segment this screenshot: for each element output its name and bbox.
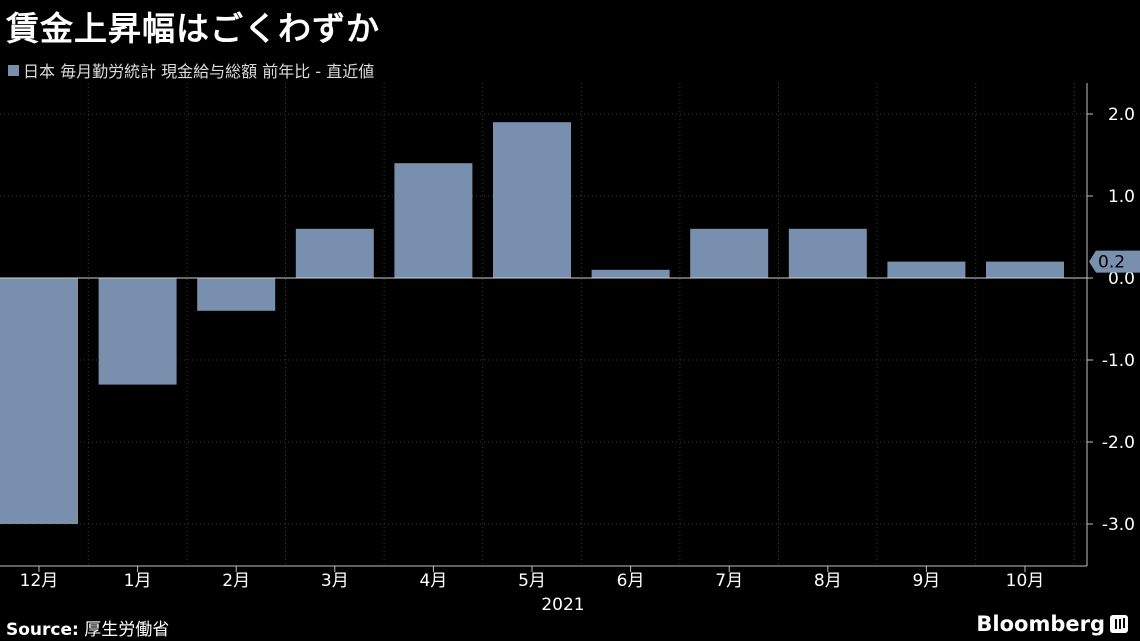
latest-value-label: 0.2 [1098, 253, 1125, 273]
legend-label: 日本 毎月勤労統計 現金給与総額 前年比 - 直近値 [23, 62, 375, 81]
bar [690, 228, 769, 278]
legend-swatch [8, 64, 19, 76]
chart-title: 賃金上昇幅はごくわずか [6, 9, 380, 48]
y-tick-label: 1.0 [1108, 187, 1135, 207]
source-credit: Source: 厚生労働省 [6, 615, 169, 640]
latest-value-tag [1089, 250, 1140, 273]
x-year-label: 2021 [541, 595, 584, 615]
bar [986, 261, 1064, 278]
bar [295, 228, 374, 278]
y-tick-label: -1.0 [1102, 351, 1135, 371]
x-tick-label: 7月 [715, 571, 743, 591]
bar [0, 278, 78, 524]
x-tick-label: 3月 [321, 571, 349, 591]
x-tick-label: 5月 [518, 571, 546, 591]
bar [788, 228, 867, 278]
source-text: 厚生労働省 [84, 620, 170, 640]
brand-logo: Bloomberg [976, 612, 1128, 636]
x-tick-label: 9月 [912, 571, 940, 591]
bar [197, 278, 276, 311]
x-tick-label: 4月 [419, 571, 447, 591]
x-tick-label: 12月 [20, 571, 59, 591]
x-tick-label: 6月 [617, 571, 645, 591]
bar [493, 122, 571, 278]
bar [98, 278, 177, 385]
bloomberg-terminal-icon [1110, 615, 1128, 633]
bar [591, 269, 670, 278]
y-tick-label: -2.0 [1102, 433, 1135, 453]
x-tick-label: 2月 [222, 571, 250, 591]
legend: 日本 毎月勤労統計 現金給与総額 前年比 - 直近値 [8, 58, 374, 82]
x-tick-label: 10月 [1006, 571, 1045, 591]
source-label: Source: [6, 620, 79, 640]
y-tick-label: -3.0 [1102, 515, 1135, 535]
x-tick-label: 8月 [814, 571, 842, 591]
bar [887, 261, 966, 278]
y-tick-label: 0.0 [1108, 269, 1135, 289]
bar [394, 163, 473, 278]
brand-name: Bloomberg [976, 612, 1105, 636]
y-tick-label: 2.0 [1108, 105, 1135, 125]
x-tick-label: 1月 [124, 571, 152, 591]
